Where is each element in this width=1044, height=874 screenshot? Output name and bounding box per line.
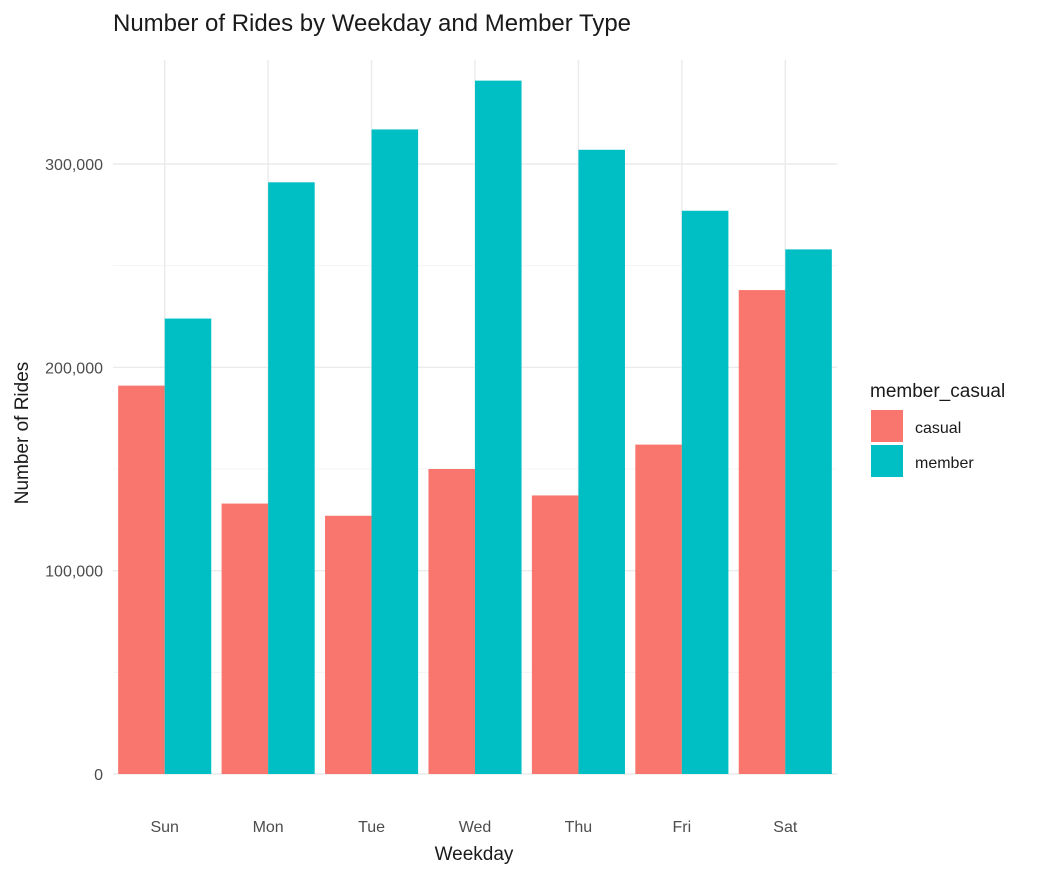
bar-casual-fri	[635, 444, 682, 774]
y-axis-ticks: 0 100,000 200,000 300,000	[45, 157, 103, 784]
x-tick-label: Mon	[253, 819, 284, 836]
legend-key-member	[871, 445, 903, 477]
bar-member-tue	[371, 129, 419, 774]
bar-casual-sat	[738, 290, 786, 774]
x-tick-label: Tue	[358, 819, 385, 836]
x-tick-label: Thu	[565, 819, 593, 836]
bar-casual-tue	[325, 515, 372, 774]
bar-casual-wed	[428, 469, 475, 774]
bar-member-fri	[681, 210, 729, 774]
x-tick-label: Wed	[459, 819, 492, 836]
x-axis-title: Weekday	[435, 844, 514, 865]
bar-member-sun	[164, 318, 212, 774]
bar-casual-thu	[531, 495, 579, 774]
y-tick-label: 300,000	[45, 157, 103, 174]
legend: member_casual casual member	[870, 381, 1005, 477]
legend-title: member_casual	[870, 381, 1005, 402]
x-tick-label: Fri	[673, 819, 692, 836]
bars	[118, 80, 832, 775]
x-axis-ticks: Sun Mon Tue Wed Thu Fri Sat	[150, 819, 797, 836]
bar-casual-mon	[221, 503, 269, 774]
bar-casual-sun	[118, 385, 165, 774]
y-tick-label: 0	[94, 767, 103, 784]
y-axis-title: Number of Rides	[12, 362, 33, 505]
legend-label-casual: casual	[915, 420, 961, 437]
bar-member-thu	[578, 149, 625, 774]
legend-key-casual	[871, 410, 903, 442]
y-tick-label: 100,000	[45, 564, 103, 581]
chart-title: Number of Rides by Weekday and Member Ty…	[113, 10, 631, 37]
bar-member-mon	[268, 182, 315, 775]
x-tick-label: Sat	[773, 819, 798, 836]
x-tick-label: Sun	[150, 819, 178, 836]
bar-member-wed	[475, 80, 522, 775]
legend-label-member: member	[915, 455, 974, 472]
y-tick-label: 200,000	[45, 360, 103, 377]
bar-member-sat	[785, 249, 832, 774]
